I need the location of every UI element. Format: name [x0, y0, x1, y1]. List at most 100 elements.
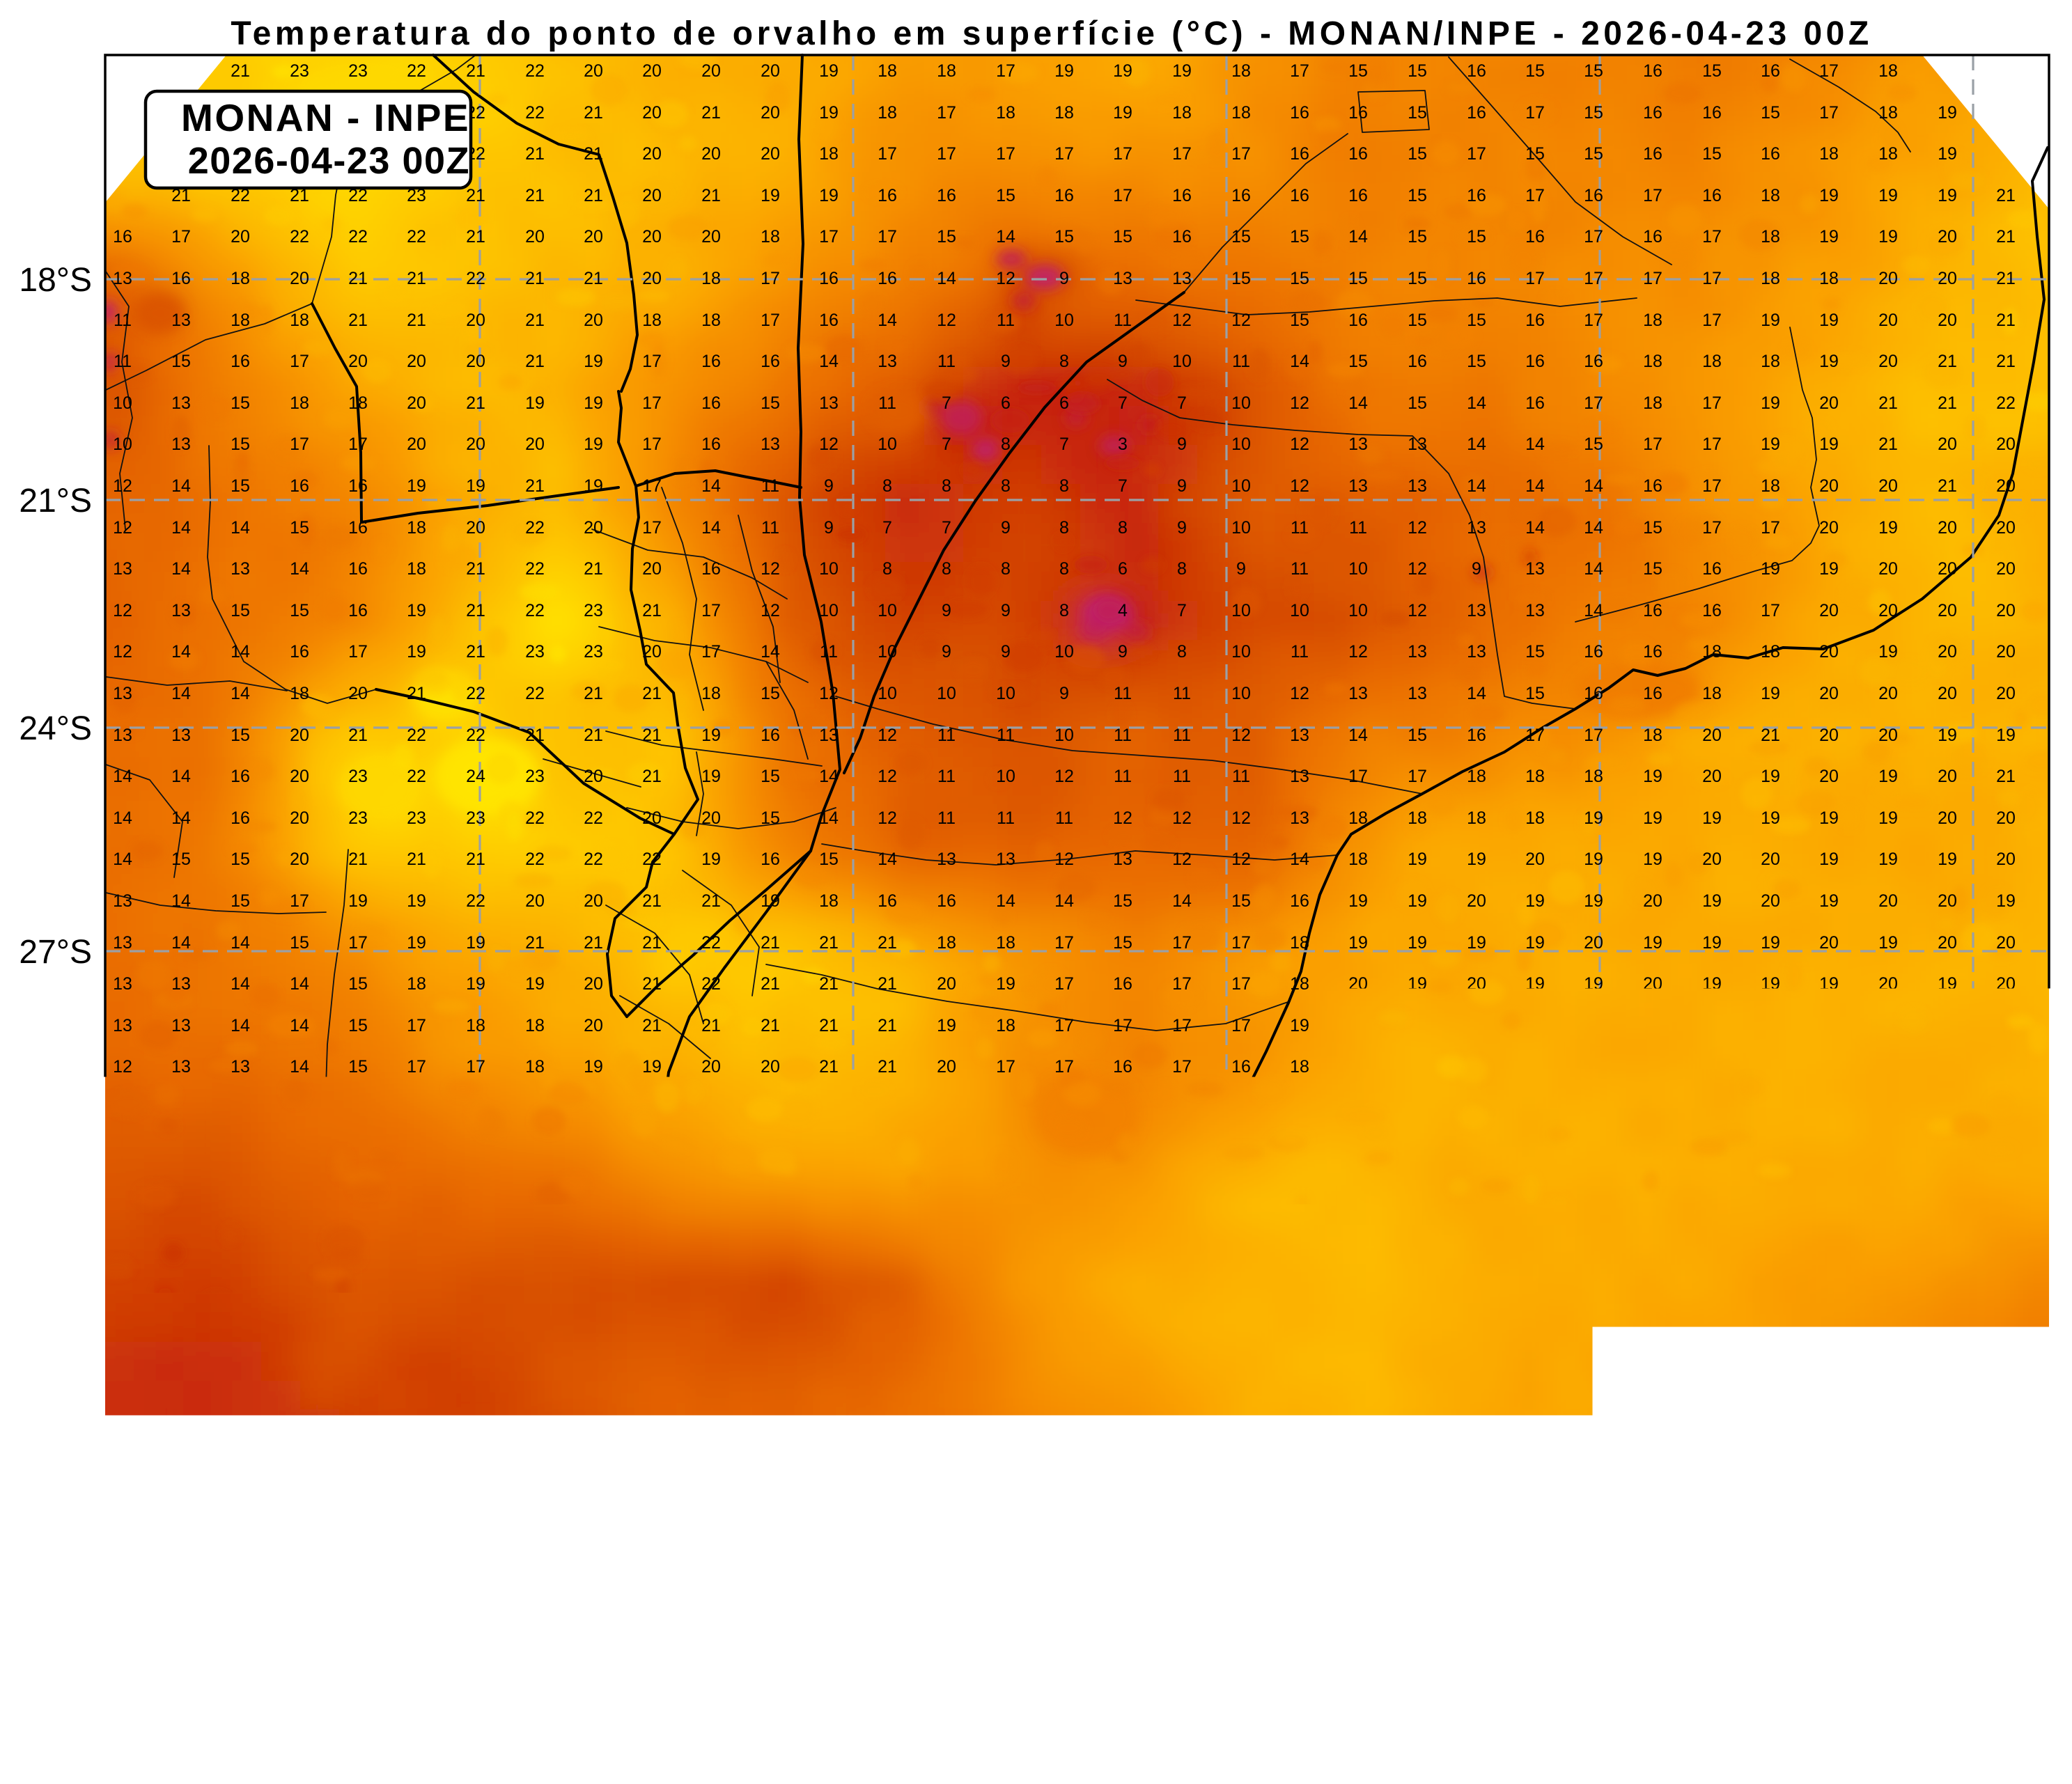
svg-text:21: 21 — [642, 891, 662, 911]
svg-text:16: 16 — [1467, 61, 1486, 81]
svg-text:15: 15 — [171, 850, 191, 869]
svg-text:17: 17 — [1525, 103, 1545, 123]
svg-text:17: 17 — [290, 435, 309, 454]
svg-text:17: 17 — [1054, 1016, 1074, 1035]
svg-text:14: 14 — [937, 1472, 956, 1492]
svg-text:9: 9 — [824, 518, 834, 538]
svg-text:18: 18 — [290, 684, 309, 703]
svg-text:20: 20 — [584, 61, 603, 81]
svg-text:20: 20 — [1938, 269, 1957, 288]
svg-text:16: 16 — [761, 850, 780, 869]
svg-text:13: 13 — [171, 435, 191, 454]
svg-text:20: 20 — [1525, 1016, 1545, 1035]
svg-text:21: 21 — [1996, 311, 2016, 330]
svg-text:8: 8 — [1001, 559, 1011, 579]
svg-text:12: 12 — [878, 808, 897, 828]
svg-text:20: 20 — [1467, 1514, 1486, 1533]
svg-text:18: 18 — [1761, 642, 1780, 662]
svg-text:22: 22 — [407, 726, 426, 745]
svg-text:14: 14 — [1584, 518, 1603, 538]
svg-text:21: 21 — [819, 933, 839, 953]
svg-text:19: 19 — [1643, 1141, 1662, 1160]
svg-text:23: 23 — [466, 808, 485, 828]
svg-text:15: 15 — [1878, 1597, 1898, 1616]
svg-text:18: 18 — [1467, 1597, 1486, 1616]
svg-text:16: 16 — [878, 186, 897, 205]
svg-text:19: 19 — [1525, 974, 1545, 994]
svg-text:16: 16 — [1467, 186, 1486, 205]
svg-text:11: 11 — [114, 311, 132, 330]
svg-text:19: 19 — [1878, 1099, 1898, 1118]
svg-text:19: 19 — [1584, 1016, 1603, 1035]
svg-text:14: 14 — [171, 684, 191, 703]
svg-text:17: 17 — [407, 1057, 426, 1077]
svg-text:13: 13 — [1408, 476, 1427, 496]
svg-text:18: 18 — [996, 103, 1015, 123]
svg-text:18: 18 — [1702, 642, 1722, 662]
svg-text:21: 21 — [525, 144, 545, 164]
svg-text:19: 19 — [1525, 933, 1545, 953]
svg-text:11: 11 — [349, 1223, 367, 1243]
svg-text:11: 11 — [114, 1141, 132, 1160]
svg-text:16: 16 — [996, 1389, 1015, 1409]
svg-text:9: 9 — [295, 1472, 304, 1492]
svg-text:20: 20 — [1290, 1141, 1309, 1160]
svg-text:MONAN - INPE: MONAN - INPE — [181, 96, 470, 139]
svg-text:17: 17 — [348, 435, 368, 454]
svg-text:16: 16 — [1054, 1099, 1074, 1118]
svg-text:17: 17 — [1525, 269, 1545, 288]
svg-text:20: 20 — [1408, 1265, 1427, 1284]
svg-text:17: 17 — [1761, 1348, 1780, 1368]
svg-text:12: 12 — [701, 1348, 721, 1368]
svg-text:17: 17 — [1231, 1016, 1251, 1035]
svg-text:8: 8 — [1177, 559, 1187, 579]
svg-text:16: 16 — [1290, 186, 1309, 205]
svg-text:19: 19 — [1172, 61, 1192, 81]
svg-text:20: 20 — [1467, 891, 1486, 911]
svg-text:20: 20 — [1996, 435, 2016, 454]
svg-text:9: 9 — [353, 1597, 363, 1616]
svg-text:17: 17 — [1761, 1597, 1780, 1616]
svg-text:8: 8 — [176, 1306, 186, 1326]
svg-text:17: 17 — [878, 227, 897, 247]
svg-text:5: 5 — [1070, 1728, 1089, 1765]
svg-text:8: 8 — [942, 476, 951, 496]
svg-text:17: 17 — [761, 269, 780, 288]
svg-text:9: 9 — [1177, 518, 1187, 538]
svg-text:20: 20 — [1819, 1057, 1839, 1077]
svg-text:18: 18 — [1878, 1306, 1898, 1326]
svg-text:13: 13 — [113, 974, 132, 994]
svg-text:6: 6 — [176, 1431, 186, 1450]
svg-text:15: 15 — [1348, 352, 1368, 371]
svg-text:4: 4 — [1118, 601, 1128, 620]
svg-text:14: 14 — [231, 642, 250, 662]
svg-text:17: 17 — [1819, 1389, 1839, 1409]
svg-text:13: 13 — [761, 1597, 780, 1616]
svg-text:19: 19 — [466, 476, 485, 496]
svg-text:19: 19 — [1408, 891, 1427, 911]
svg-text:17: 17 — [1290, 1597, 1309, 1616]
svg-text:13: 13 — [171, 393, 191, 413]
svg-text:18: 18 — [1113, 1182, 1132, 1201]
svg-text:13: 13 — [819, 1514, 839, 1533]
svg-text:19: 19 — [1819, 559, 1839, 579]
svg-text:17: 17 — [642, 435, 662, 454]
svg-text:14: 14 — [407, 1141, 426, 1160]
svg-text:19: 19 — [878, 1141, 897, 1160]
svg-text:11: 11 — [820, 642, 838, 662]
svg-text:18: 18 — [1643, 1389, 1662, 1409]
svg-text:−10: −10 — [465, 1728, 522, 1765]
svg-text:18: 18 — [1054, 103, 1074, 123]
svg-text:16: 16 — [1348, 103, 1368, 123]
svg-text:20: 20 — [1643, 1099, 1662, 1118]
svg-text:20: 20 — [584, 891, 603, 911]
svg-text:11: 11 — [1114, 726, 1132, 745]
svg-text:40°W: 40°W — [1932, 1635, 2015, 1672]
svg-text:9: 9 — [471, 1348, 481, 1368]
svg-text:21: 21 — [407, 311, 426, 330]
svg-text:13: 13 — [113, 559, 132, 579]
svg-text:21: 21 — [1996, 269, 2016, 288]
svg-text:18: 18 — [996, 1182, 1015, 1201]
svg-text:18: 18 — [1643, 1556, 1662, 1575]
svg-text:16: 16 — [878, 269, 897, 288]
